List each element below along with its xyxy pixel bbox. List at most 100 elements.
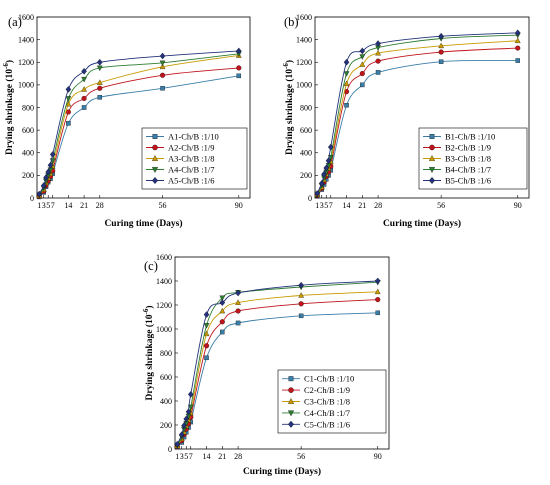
legend-label-3: A3-Ch/B :1/8: [168, 154, 215, 164]
y-axis-title-main: Drying shrinkage (10: [284, 69, 295, 155]
y-axis-title-end: ): [4, 60, 15, 63]
data-point-series-3: [359, 61, 366, 67]
data-point-series-2: [235, 308, 241, 314]
data-point-series-5: [359, 47, 366, 55]
legend-label-3: C3-Ch/B :1/8: [304, 397, 350, 407]
x-tick-label: 1: [315, 201, 319, 210]
y-axis-title-exponent: -6: [282, 63, 290, 69]
y-tick-label: 400: [300, 149, 312, 158]
data-point-series-5: [318, 179, 325, 187]
legend-marker-1: [152, 134, 158, 139]
data-point-series-4: [203, 323, 210, 329]
data-point-series-2: [298, 301, 304, 307]
data-point-series-3: [514, 37, 521, 44]
legend-marker-1: [288, 376, 294, 382]
y-tick-label: 200: [300, 171, 312, 180]
data-point-series-1: [375, 70, 381, 75]
data-point-series-1: [344, 102, 349, 108]
data-point-series-1: [360, 82, 365, 88]
x-tick-label: 90: [374, 452, 382, 461]
x-tick-label: 21: [80, 201, 88, 210]
data-point-series-2: [438, 49, 444, 55]
y-tick-label: 0: [308, 194, 312, 203]
y-axis-title-end: ): [144, 305, 155, 308]
data-point-series-4: [159, 60, 166, 67]
data-point-series-3: [374, 288, 381, 295]
y-tick-label: 0: [168, 445, 172, 454]
data-point-series-4: [65, 96, 72, 102]
x-axis-title: Curing time (Days): [383, 218, 461, 229]
y-axis-title: Drying shrinkage (10-6): [142, 305, 155, 400]
legend-label-1: C1-Ch/B :1/10: [304, 374, 354, 384]
data-point-series-5: [219, 299, 226, 306]
panel-label: (b): [284, 15, 299, 29]
data-point-series-5: [65, 86, 72, 93]
x-tick-label: 5: [46, 201, 50, 210]
data-point-series-2: [515, 45, 521, 51]
data-point-series-5: [47, 161, 54, 169]
legend-marker-1: [429, 134, 435, 139]
data-point-series-5: [438, 32, 444, 40]
x-tick-label: 3: [42, 201, 46, 210]
data-point-series-1: [204, 355, 209, 361]
data-point-series-1: [438, 59, 444, 64]
data-point-series-5: [40, 182, 47, 189]
data-point-series-2: [375, 58, 381, 64]
data-point-series-5: [185, 408, 192, 416]
panel-label: (c): [144, 259, 158, 273]
x-axis-title: Curing time (Days): [104, 218, 182, 229]
y-tick-label: 1000: [296, 81, 312, 90]
legend-label-5: A5-Ch/B :1/6: [168, 176, 215, 186]
legend-marker-4: [287, 410, 295, 417]
data-point-series-2: [219, 319, 225, 325]
x-tick-label: 1: [37, 201, 41, 210]
x-tick-label: 56: [159, 201, 167, 210]
data-point-series-5: [203, 311, 210, 318]
y-tick-label: 1600: [18, 13, 34, 22]
data-point-series-4: [343, 71, 350, 77]
data-point-series-4: [96, 65, 103, 72]
legend-label-2: B2-Ch/B :1/9: [445, 143, 491, 153]
x-tick-label: 28: [374, 201, 382, 210]
x-tick-label: 28: [234, 452, 242, 461]
data-point-series-5: [375, 40, 381, 47]
data-point-series-3: [81, 86, 87, 92]
data-point-series-4: [81, 76, 87, 83]
data-point-series-3: [235, 299, 241, 305]
data-point-series-3: [219, 307, 226, 314]
data-point-series-3: [298, 292, 304, 298]
data-point-series-5: [343, 58, 350, 66]
data-point-series-5: [181, 422, 187, 429]
data-point-series-3: [96, 79, 103, 85]
legend-marker-2: [288, 387, 294, 393]
legend-label-3: B3-Ch/B :1/8: [445, 154, 491, 164]
x-tick-label: 1: [175, 452, 179, 461]
data-point-series-1: [97, 95, 103, 100]
panel-b: 0 200 400 600 800 1000 1200 1400 1600 1 3 5 7 14 21 28 5…: [282, 13, 530, 229]
y-tick-label: 600: [22, 126, 34, 135]
data-point-series-4: [359, 54, 366, 60]
data-point-series-2: [81, 95, 87, 101]
y-tick-label: 1600: [296, 13, 312, 22]
legend-marker-5: [429, 176, 435, 185]
x-tick-label: 14: [203, 452, 211, 461]
x-tick-label: 21: [218, 452, 226, 461]
data-point-series-3: [343, 80, 350, 86]
data-point-series-1: [81, 105, 87, 110]
legend-label-4: B4-Ch/B :1/7: [445, 165, 491, 175]
y-tick-label: 1000: [156, 325, 172, 334]
y-axis-title-main: Drying shrinkage (10: [144, 314, 155, 400]
x-tick-label: 3: [320, 201, 324, 210]
y-tick-label: 1400: [296, 35, 312, 44]
legend-label-4: A4-Ch/B :1/7: [168, 165, 215, 175]
x-tick-label: 21: [358, 201, 366, 210]
x-axis-title: Curing time (Days): [243, 466, 321, 477]
data-point-series-3: [159, 63, 166, 70]
legend-marker-3: [287, 398, 295, 404]
y-tick-label: 1200: [296, 58, 312, 67]
legend-label-4: C4-Ch/B :1/7: [304, 408, 350, 418]
y-axis-title-exponent: -6: [2, 63, 10, 69]
y-tick-label: 1600: [156, 253, 172, 262]
data-point-series-1: [236, 73, 242, 79]
